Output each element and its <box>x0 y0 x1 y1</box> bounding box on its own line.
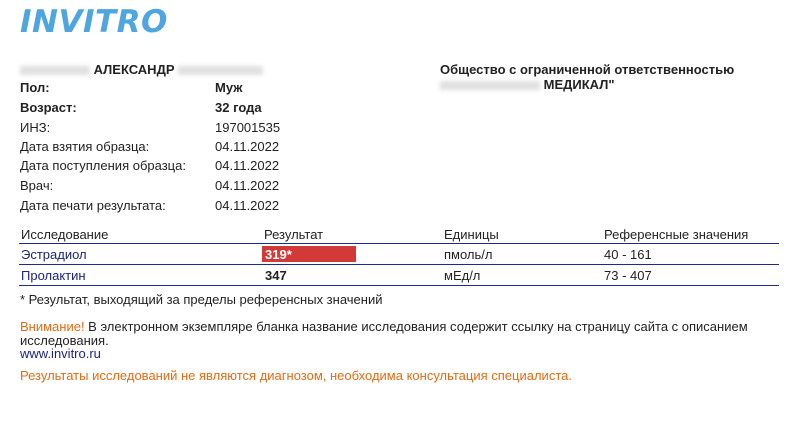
info-label: Дата взятия образца: <box>20 139 150 154</box>
info-label: Дата печати результата: <box>20 198 166 213</box>
organization-name: Общество с ограниченной ответственностью… <box>440 62 734 92</box>
results-table: Исследование Результат Единицы Референсн… <box>19 224 779 286</box>
info-label: Врач: <box>20 178 54 193</box>
site-link[interactable]: www.invitro.ru <box>20 346 101 361</box>
patient-first-name: АЛЕКСАНДР <box>93 62 175 77</box>
info-label: ИНЗ: <box>20 120 51 135</box>
patient-name: АЛЕКСАНДР <box>20 62 264 77</box>
info-value: 197001535 <box>215 120 281 135</box>
info-value: 04.11.2022 <box>215 139 280 154</box>
reference-range: 40 - 161 <box>604 247 652 262</box>
invitro-logo: INVITRO <box>20 4 168 40</box>
redacted-org-name <box>440 81 540 91</box>
warning-prefix: Внимание! <box>20 319 85 334</box>
info-label: Дата поступления образца: <box>20 158 186 173</box>
warning-text: В электронном экземпляре бланка название… <box>20 319 748 348</box>
info-value: 04.11.2022 <box>215 198 280 213</box>
warning-note: Внимание! В электронном экземпляре бланк… <box>20 320 780 348</box>
header-reference: Референсные значения <box>604 227 749 242</box>
header-test: Исследование <box>21 227 109 242</box>
header-units: Единицы <box>444 227 499 242</box>
test-link-estradiol[interactable]: Эстрадиол <box>21 247 87 262</box>
info-value: 04.11.2022 <box>215 158 280 173</box>
info-value: 32 года <box>215 100 262 115</box>
redacted-patronymic <box>178 66 264 76</box>
header-result: Результат <box>264 227 324 242</box>
info-value: 04.11.2022 <box>215 178 280 193</box>
test-link-prolactin[interactable]: Пролактин <box>21 268 86 283</box>
organization-line-1: Общество с ограниченной ответственностью <box>440 62 735 77</box>
table-row: Эстрадиол 319* пмоль/л 40 - 161 <box>19 244 779 265</box>
result-value-flagged: 319* <box>265 247 292 262</box>
disclaimer: Результаты исследований не являются диаг… <box>20 368 572 383</box>
redacted-surname <box>20 66 90 76</box>
result-units: мЕд/л <box>444 268 481 283</box>
info-label: Пол: <box>20 80 50 95</box>
result-value: 347 <box>265 268 287 283</box>
results-header-row: Исследование Результат Единицы Референсн… <box>19 224 779 244</box>
footnote: * Результат, выходящий за пределы рефере… <box>20 292 383 307</box>
info-label: Возраст: <box>20 100 77 115</box>
info-value: Муж <box>215 80 243 95</box>
result-units: пмоль/л <box>444 247 493 262</box>
reference-range: 73 - 407 <box>604 268 652 283</box>
table-row: Пролактин 347 мЕд/л 73 - 407 <box>19 265 779 286</box>
organization-line-2: МЕДИКАЛ" <box>440 77 734 92</box>
out-of-range-highlight <box>262 246 356 262</box>
